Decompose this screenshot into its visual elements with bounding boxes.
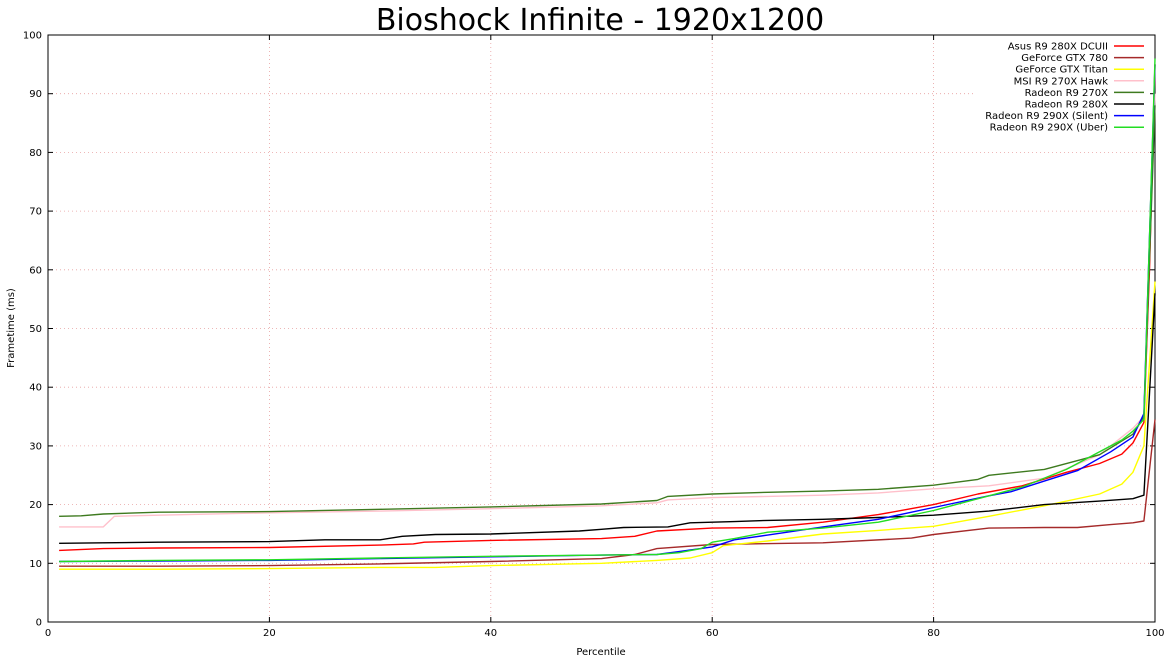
chart-title: Bioshock Infinite - 1920x1200 xyxy=(376,3,824,38)
legend-label: Asus R9 280X DCUII xyxy=(1008,42,1108,53)
y-tick-label: 30 xyxy=(29,441,42,452)
y-tick-label: 80 xyxy=(29,148,42,159)
series-line-2 xyxy=(59,419,1156,567)
axis-ticks: 0 10 20 30 40 50 60 70 80 90 100 0 20 40 60 80 100 xyxy=(23,31,1165,640)
y-tick-label: 60 xyxy=(29,265,42,276)
y-tick-label: 50 xyxy=(29,324,42,335)
series-line-6 xyxy=(59,293,1156,544)
y-tick-label: 0 xyxy=(36,618,42,629)
legend-label: GeForce GTX 780 xyxy=(1021,53,1108,64)
series-line-3 xyxy=(59,281,1156,570)
series-lines xyxy=(59,58,1156,570)
legend-label: Radeon R9 290X (Uber) xyxy=(990,123,1108,134)
legend-label: Radeon R9 270X xyxy=(1025,88,1109,99)
series-line-5 xyxy=(59,105,1156,517)
y-axis-label: Frametime (ms) xyxy=(6,288,17,368)
legend-label: GeForce GTX Titan xyxy=(1015,65,1108,76)
y-tick-label: 90 xyxy=(29,89,42,100)
y-tick-label: 10 xyxy=(29,559,42,570)
y-tick-label: 20 xyxy=(29,500,42,511)
legend-label: Radeon R9 290X (Silent) xyxy=(985,111,1108,122)
x-tick-label: 20 xyxy=(263,628,276,639)
x-tick-label: 80 xyxy=(927,628,940,639)
x-tick-label: 40 xyxy=(484,628,497,639)
x-tick-label: 100 xyxy=(1145,628,1164,639)
legend-label: Radeon R9 280X xyxy=(1025,100,1109,111)
series-line-1 xyxy=(59,64,1156,552)
x-tick-label: 60 xyxy=(706,628,719,639)
series-line-8 xyxy=(59,58,1156,563)
x-axis-label: Percentile xyxy=(576,647,625,658)
grid-lines xyxy=(48,35,1155,622)
y-tick-label: 40 xyxy=(29,383,42,394)
y-tick-label: 100 xyxy=(23,31,42,42)
x-tick-label: 0 xyxy=(45,628,51,639)
legend-label: MSI R9 270X Hawk xyxy=(1014,76,1109,87)
series-line-4 xyxy=(59,93,1156,528)
y-tick-label: 70 xyxy=(29,207,42,218)
